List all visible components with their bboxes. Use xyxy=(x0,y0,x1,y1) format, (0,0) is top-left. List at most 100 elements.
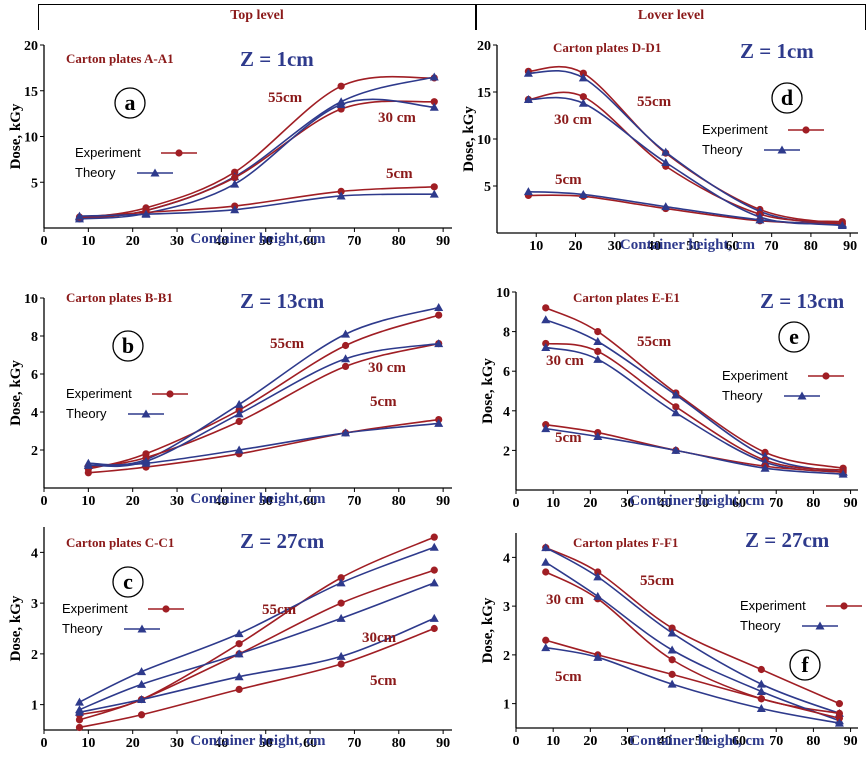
y-tick-label: 6 xyxy=(31,368,38,383)
x-tick-label: 80 xyxy=(806,496,820,511)
x-axis-label: Container height, cm xyxy=(190,491,326,507)
experiment-point xyxy=(337,599,345,607)
x-tick-label: 90 xyxy=(844,734,858,749)
x-axis-label: Container height, cm xyxy=(190,231,326,247)
series-line xyxy=(79,582,435,711)
y-tick-label: 5 xyxy=(31,176,38,191)
theory-point xyxy=(429,578,439,587)
theory-point xyxy=(429,613,439,622)
experiment-point xyxy=(84,469,92,477)
x-tick-label: 70 xyxy=(769,734,783,749)
series-line xyxy=(545,307,844,470)
panel-subtitle: Carton plates A-A1 xyxy=(66,51,174,66)
legend-experiment-label: Experiment xyxy=(740,598,806,613)
x-tick-label: 50 xyxy=(695,734,709,749)
x-tick-label: 10 xyxy=(81,494,95,509)
legend-experiment-marker xyxy=(162,605,170,613)
experiment-point xyxy=(542,568,550,576)
experiment-point xyxy=(430,98,438,106)
theory-point xyxy=(341,329,351,338)
legend-theory-marker xyxy=(797,391,807,400)
x-axis-label: Container height, cm xyxy=(629,493,765,509)
theory-point xyxy=(837,220,847,229)
theory-point xyxy=(593,591,603,600)
theory-point xyxy=(593,572,603,581)
legend-theory-marker xyxy=(137,624,147,633)
experiment-point xyxy=(668,656,676,664)
legend-theory-marker xyxy=(150,168,160,177)
z-label: Z = 27cm xyxy=(745,528,830,552)
panel-subtitle: Carton plates C-C1 xyxy=(66,535,174,550)
theory-point xyxy=(661,202,671,211)
theory-point xyxy=(234,649,244,658)
legend-theory-label: Theory xyxy=(722,388,763,403)
series-annotation: 30 cm xyxy=(546,592,584,608)
y-tick-label: 3 xyxy=(503,600,510,615)
legend-experiment-marker xyxy=(802,126,810,134)
theory-point xyxy=(230,179,240,188)
x-tick-label: 30 xyxy=(608,239,622,254)
y-axis-label: Dose, kGy xyxy=(480,597,496,663)
y-tick-label: 5 xyxy=(484,180,491,195)
theory-point xyxy=(667,679,677,688)
legend-theory-marker xyxy=(815,621,825,630)
series-annotation: 30 cm xyxy=(554,112,592,128)
x-tick-label: 30 xyxy=(621,734,635,749)
theory-point xyxy=(661,147,671,156)
x-tick-label: 30 xyxy=(170,494,184,509)
theory-point xyxy=(834,718,844,727)
x-tick-label: 10 xyxy=(546,734,560,749)
experiment-point xyxy=(594,568,602,576)
theory-point xyxy=(671,445,681,454)
theory-point xyxy=(593,354,603,363)
panel-label-circle xyxy=(112,330,144,362)
y-tick-label: 15 xyxy=(477,86,491,101)
series-annotation: 30cm xyxy=(362,630,397,646)
x-tick-label: 10 xyxy=(546,496,560,511)
series-annotation: 55cm xyxy=(268,90,303,106)
y-tick-label: 2 xyxy=(503,649,510,664)
theory-point xyxy=(671,408,681,417)
theory-point xyxy=(341,428,351,437)
chart-panel-b: 0 10 20 30 40 50 60 70 80 90 2 4 6 8 10 Container heigh… xyxy=(8,289,452,509)
theory-point xyxy=(756,704,766,712)
x-tick-label: 50 xyxy=(686,239,700,254)
y-tick-label: 1 xyxy=(503,698,510,713)
theory-point xyxy=(234,445,244,454)
series-line xyxy=(88,306,439,466)
column-header-bar: Top level Lover level xyxy=(0,0,866,30)
theory-point xyxy=(661,158,671,166)
x-tick-label: 0 xyxy=(41,234,48,249)
series-annotation: 5cm xyxy=(386,166,413,182)
theory-point xyxy=(234,399,244,408)
x-tick-label: 30 xyxy=(170,736,184,751)
experiment-point xyxy=(579,69,587,77)
y-tick-label: 20 xyxy=(477,39,491,54)
x-tick-label: 30 xyxy=(621,496,635,511)
experiment-point xyxy=(668,670,676,678)
experiment-point xyxy=(337,574,345,582)
panel-subtitle: Carton plates D-D1 xyxy=(553,40,661,55)
experiment-point xyxy=(542,304,550,312)
legend-theory-label: Theory xyxy=(702,142,743,157)
experiment-point xyxy=(231,174,239,182)
experiment-point xyxy=(668,624,676,632)
y-tick-label: 2 xyxy=(31,444,38,459)
experiment-point xyxy=(594,328,602,336)
experiment-point xyxy=(430,624,438,633)
x-tick-label: 40 xyxy=(214,234,228,249)
x-tick-label: 80 xyxy=(392,736,406,751)
series-line xyxy=(79,75,435,219)
theory-point xyxy=(137,667,147,676)
x-tick-label: 70 xyxy=(347,494,361,509)
experiment-point xyxy=(231,168,239,176)
theory-point xyxy=(541,342,551,351)
theory-point xyxy=(141,458,151,467)
column-header-lower-level: Lover level xyxy=(476,4,866,30)
chart-panel-a: 0 10 20 30 40 50 60 70 80 90 5 10 15 20 Container heig… xyxy=(8,39,452,249)
panel-subtitle: Carton plates B-B1 xyxy=(66,290,173,305)
y-axis-label: Dose, kGy xyxy=(8,103,24,169)
panel-label-circle xyxy=(112,566,144,598)
x-tick-label: 0 xyxy=(513,496,520,511)
series-annotation: 55cm xyxy=(262,602,297,618)
